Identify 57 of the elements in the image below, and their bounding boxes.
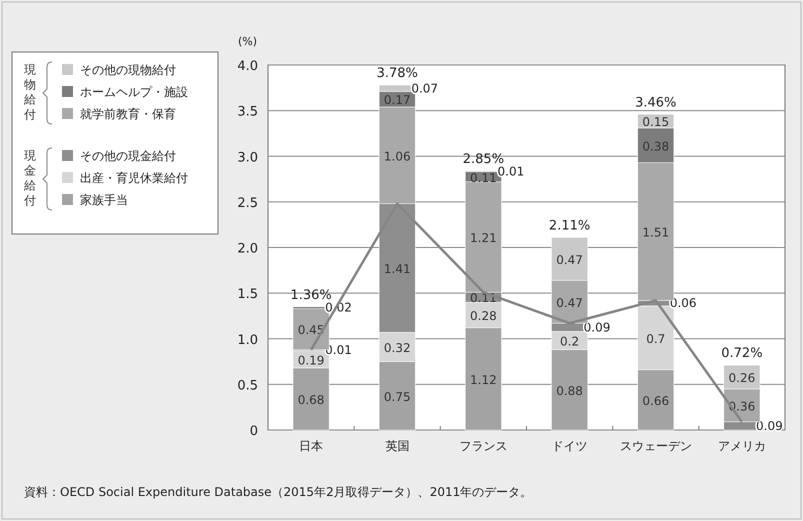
text: 現物給付 — [23, 62, 36, 122]
x-tick-label: アメリカ — [718, 439, 766, 453]
total-label: 3.46% — [635, 95, 676, 110]
data-label: 0.66 — [642, 394, 670, 408]
data-label: 0.07 — [411, 81, 438, 96]
y-tick-label: 3.0 — [237, 150, 258, 166]
legend-label: ホームヘルプ・施設 — [80, 85, 188, 99]
legend-label: その他の現物給付 — [80, 63, 176, 77]
data-label: 1.21 — [470, 231, 497, 246]
y-tick-label: 1.5 — [237, 287, 258, 302]
y-tick-label: 0.5 — [237, 378, 258, 394]
data-label: 0.28 — [470, 309, 497, 324]
data-label: 0.15 — [642, 115, 670, 130]
data-label: 0.17 — [384, 93, 411, 108]
x-tick-label: ドイツ — [552, 439, 588, 453]
total-label: 2.85% — [462, 152, 504, 167]
total-label: 1.36% — [290, 288, 332, 303]
legend-label: 出産・育児休業給付 — [80, 171, 188, 185]
x-tick-label: 英国 — [385, 439, 410, 453]
data-label: 0.7 — [646, 332, 666, 346]
text: 資料：OECD Social Expenditure Database（2015年2月取得データ）、2011年のデータ。 — [24, 485, 532, 499]
legend-label: 家族手当 — [80, 193, 128, 207]
data-label: 0.47 — [556, 252, 583, 267]
data-label: 0.2 — [560, 334, 580, 349]
x-tick-label: 日本 — [299, 439, 324, 453]
data-label: 0.47 — [556, 296, 583, 310]
y-tick-label: 2.0 — [237, 242, 258, 256]
y-tick-label: 0 — [250, 424, 258, 439]
legend-label: その他の現金給付 — [80, 149, 176, 163]
data-label: 1.51 — [642, 226, 670, 240]
data-label: 0.26 — [728, 371, 756, 386]
data-label: 0.32 — [384, 340, 411, 355]
data-label: 0.06 — [670, 296, 697, 310]
total-label: 0.72% — [721, 346, 763, 362]
data-label: 0.75 — [384, 390, 411, 404]
data-label: 0.01 — [498, 164, 524, 178]
data-label: 0.38 — [642, 139, 670, 154]
data-label: 0.09 — [584, 320, 610, 334]
data-label: 0.09 — [756, 418, 783, 433]
legend-label: 就学前教育・保育 — [80, 107, 176, 121]
y-tick-label: 1.0 — [237, 332, 258, 348]
total-label: 2.11% — [548, 218, 590, 234]
x-tick-label: スウェーデン — [620, 439, 692, 453]
data-label: 1.12 — [470, 372, 497, 387]
data-label: 0.88 — [556, 384, 583, 398]
y-tick-label: 3.5 — [237, 104, 258, 120]
total-label: 3.78% — [376, 66, 418, 82]
text: 現金給付 — [23, 148, 36, 208]
x-tick-label: フランス — [459, 439, 508, 453]
data-label: 0.11 — [470, 170, 497, 185]
data-label: 1.41 — [384, 262, 411, 276]
y-axis-title: (%) — [238, 35, 258, 48]
data-label: 1.06 — [384, 149, 411, 164]
y-tick-label: 4.0 — [237, 59, 258, 74]
data-label: 0.68 — [298, 392, 324, 407]
y-tick-label: 2.5 — [237, 196, 258, 211]
data-label: 0.19 — [298, 353, 324, 368]
